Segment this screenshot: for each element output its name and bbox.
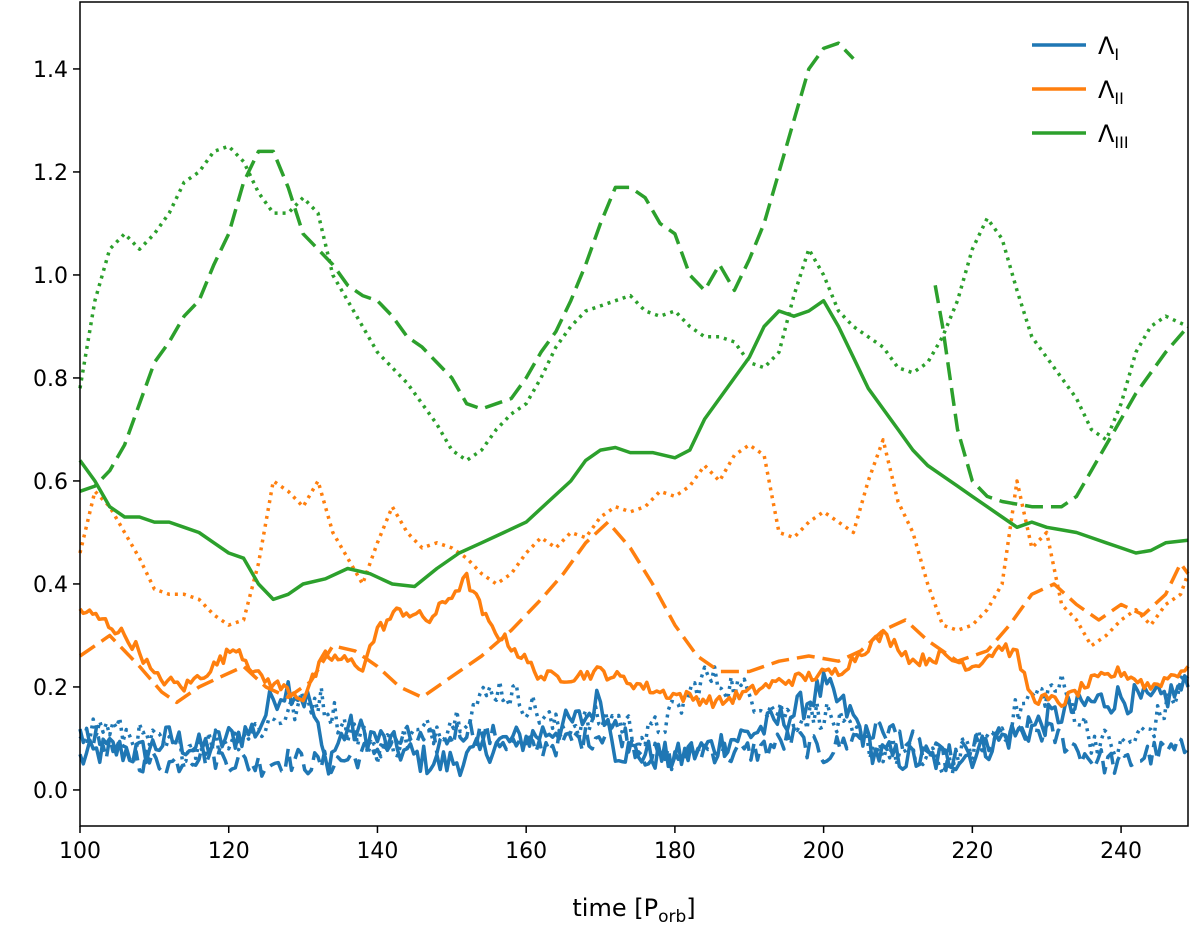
y-tick-label: 1.2 bbox=[33, 161, 68, 186]
series-layer bbox=[78, 41, 1190, 778]
y-tick-label: 1.4 bbox=[33, 58, 68, 83]
x-tick-label: 220 bbox=[951, 839, 993, 864]
legend-label: ΛIII bbox=[1098, 120, 1129, 152]
x-tick-label: 100 bbox=[59, 839, 101, 864]
y-tick-label: 0.0 bbox=[33, 779, 68, 804]
series-line-7-seg-0 bbox=[79, 41, 855, 493]
x-tick-label: 140 bbox=[356, 839, 398, 864]
legend-label: ΛI bbox=[1098, 32, 1119, 64]
series-line-8 bbox=[78, 144, 1189, 463]
series-line-2 bbox=[78, 665, 1190, 776]
plot-frame bbox=[79, 1, 1189, 827]
y-tick-label: 0.6 bbox=[33, 470, 68, 495]
x-tick-label: 120 bbox=[208, 839, 250, 864]
x-axis-ticks: 100 120 140 160 180 200 220 240 bbox=[59, 826, 1142, 864]
y-tick-label: 1.0 bbox=[33, 264, 68, 289]
plot-background bbox=[80, 2, 1188, 826]
x-tick-label: 240 bbox=[1100, 839, 1142, 864]
series-line-4 bbox=[79, 520, 1190, 705]
x-axis-label: time [Porb] bbox=[572, 894, 695, 927]
series-line-6 bbox=[78, 298, 1189, 602]
x-tick-label: 200 bbox=[803, 839, 845, 864]
y-tick-label: 0.8 bbox=[33, 367, 68, 392]
y-tick-label: 0.2 bbox=[33, 676, 68, 701]
y-tick-label: 0.4 bbox=[33, 573, 68, 598]
legend-label: ΛII bbox=[1098, 76, 1124, 108]
legend: ΛI ΛII ΛIII bbox=[1032, 32, 1129, 152]
x-tick-label: 180 bbox=[654, 839, 696, 864]
x-tick-label: 160 bbox=[505, 839, 547, 864]
series-line-3 bbox=[78, 571, 1190, 710]
series-line-7-seg-1 bbox=[933, 284, 1190, 509]
y-axis-ticks: 0.0 0.2 0.4 0.6 0.8 1.0 1.2 1.4 bbox=[33, 58, 80, 804]
